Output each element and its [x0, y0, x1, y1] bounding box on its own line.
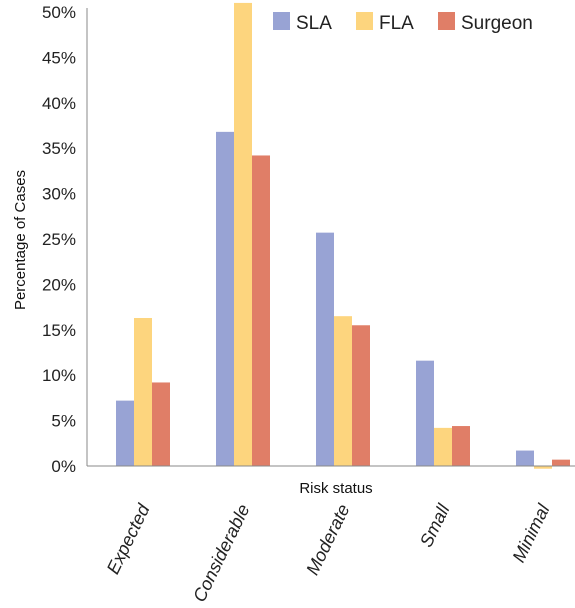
- bar-surgeon-small: [452, 426, 470, 466]
- x-tick-labels: Expected Considerable Moderate Small Minimal: [103, 500, 554, 605]
- bar-surgeon-moderate: [352, 325, 370, 466]
- legend-label-sla: SLA: [296, 13, 332, 34]
- bar-fla-small: [434, 427, 452, 466]
- bars-layer: [116, 2, 570, 469]
- y-tick-label: 40%: [42, 94, 76, 113]
- bar-surgeon-minimal: [552, 459, 570, 466]
- bar-sla-small: [416, 360, 434, 466]
- y-tick-label: 35%: [42, 139, 76, 158]
- bar-fla-moderate: [334, 316, 352, 466]
- y-tick-label: 10%: [42, 366, 76, 385]
- category-label: Minimal: [508, 500, 554, 565]
- x-axis-title: Risk status: [299, 480, 372, 497]
- category-label: Small: [416, 500, 454, 550]
- legend-swatch-fla: [356, 12, 373, 30]
- y-tick-label: 15%: [42, 321, 76, 340]
- y-tick-label: 25%: [42, 230, 76, 249]
- bar-fla-minimal: [534, 466, 552, 469]
- legend-swatch-surgeon: [438, 12, 455, 30]
- category-label: Considerable: [189, 501, 253, 605]
- bar-sla-minimal: [516, 450, 534, 466]
- y-axis-title: Percentage of Cases: [12, 170, 29, 310]
- bar-surgeon-considerable: [252, 155, 270, 467]
- y-tick-label: 20%: [42, 275, 76, 294]
- category-label: Moderate: [302, 501, 353, 578]
- y-tick-labels: 0% 5% 10% 15% 20% 25% 30% 35% 40% 45% 50%: [42, 3, 76, 476]
- legend-label-fla: FLA: [379, 13, 414, 34]
- y-tick-label: 50%: [42, 3, 76, 22]
- category-label: Expected: [103, 500, 154, 577]
- bar-sla-considerable: [216, 131, 234, 466]
- y-tick-label: 45%: [42, 48, 76, 67]
- bar-fla-expected: [134, 317, 152, 466]
- legend-swatch-sla: [273, 12, 290, 30]
- legend: SLA FLA Surgeon: [273, 12, 533, 34]
- bar-fla-considerable: [234, 2, 252, 466]
- bar-sla-expected: [116, 400, 134, 466]
- bar-sla-moderate: [316, 232, 334, 466]
- y-tick-label: 30%: [42, 185, 76, 204]
- legend-label-surgeon: Surgeon: [461, 13, 533, 34]
- y-tick-label: 5%: [51, 412, 76, 431]
- y-tick-label: 0%: [51, 457, 76, 476]
- bar-surgeon-expected: [152, 382, 170, 466]
